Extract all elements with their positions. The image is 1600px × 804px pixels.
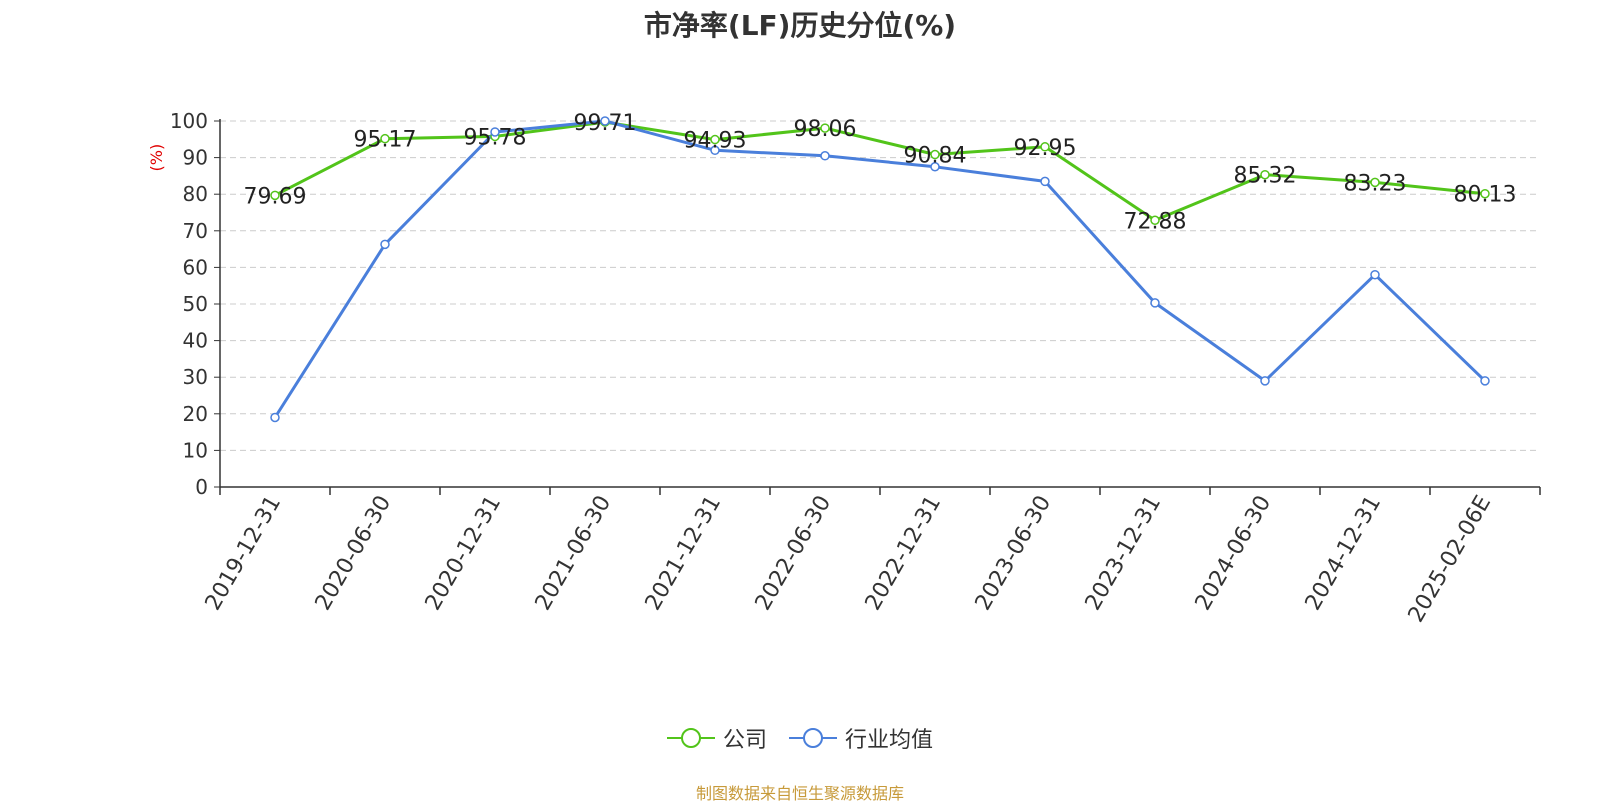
legend-item-company[interactable]: 公司 <box>666 722 767 754</box>
y-tick-label: 50 <box>183 292 208 316</box>
data-label: 80.13 <box>1454 183 1517 208</box>
y-tick-label: 20 <box>183 402 208 426</box>
data-label: 98.06 <box>794 117 857 142</box>
legend-marker-company-icon <box>666 728 715 748</box>
data-point-industry <box>710 145 720 156</box>
data-label: 83.23 <box>1344 171 1407 196</box>
y-tick-label: 40 <box>183 329 208 353</box>
legend-label-company: 公司 <box>722 728 767 753</box>
y-tick-label: 90 <box>183 146 208 170</box>
data-label: 72.88 <box>1124 209 1187 234</box>
data-point-company <box>1040 142 1050 152</box>
data-point-company <box>270 190 280 201</box>
data-point-company <box>930 149 940 160</box>
data-label: 94.93 <box>684 129 747 154</box>
series-lines <box>273 119 1487 419</box>
y-tick-label: 100 <box>170 109 208 133</box>
x-tick-label: 2020-12-31 <box>421 492 507 615</box>
legend-label-industry: 行业均值 <box>845 728 934 753</box>
data-labels: 79.69 95.17 95.78 99.71 94.93 98.06 90.84 92.95… <box>244 111 1517 234</box>
chart-title: 市净率(LF)历史分位(%) <box>643 9 957 42</box>
y-tick-label: 10 <box>183 438 208 462</box>
series-line-industry <box>273 119 1487 419</box>
x-tick-label: 2020-06-30 <box>311 492 397 615</box>
data-point-industry <box>1370 269 1380 280</box>
data-point-industry <box>1150 298 1160 308</box>
y-tick-label: 60 <box>183 255 208 279</box>
data-label: 90.84 <box>904 144 967 169</box>
y-tick-label: 0 <box>195 475 208 499</box>
y-tick-label: 80 <box>183 182 208 206</box>
grid-lines <box>220 120 1540 451</box>
legend: 公司 行业均值 <box>0 722 1600 754</box>
data-point-company <box>820 123 830 133</box>
data-point-industry <box>1260 376 1270 386</box>
data-point-company <box>1260 169 1270 180</box>
data-label: 99.71 <box>574 111 637 136</box>
data-point-company <box>1150 215 1160 226</box>
x-tick-label: 2019-12-31 <box>201 492 287 615</box>
y-tick-label: 30 <box>183 365 208 389</box>
x-tick-label: 2023-06-30 <box>971 492 1057 615</box>
data-point-company <box>1480 188 1490 199</box>
x-tick-label: 2021-06-30 <box>531 492 617 615</box>
data-point-industry <box>380 239 390 250</box>
x-tick-label: 2025-02-06E <box>1404 492 1497 627</box>
legend-marker-industry-icon <box>789 728 837 748</box>
y-tick-label: 70 <box>183 219 208 243</box>
x-tick-label: 2021-12-31 <box>641 492 727 615</box>
data-point-industry <box>600 116 610 126</box>
data-point-company <box>380 133 390 144</box>
data-point-company <box>1370 177 1380 188</box>
data-point-industry <box>1480 376 1490 386</box>
series-line-company <box>274 120 1486 222</box>
data-point-industry <box>930 162 940 172</box>
axes: 0 10 20 30 40 50 60 70 80 90 100(%) 2019-12-31 2020-… <box>147 109 1541 627</box>
x-tick-label: 2024-06-30 <box>1191 492 1277 615</box>
data-label: 79.69 <box>244 184 307 209</box>
data-point-company <box>710 134 720 145</box>
data-label: 95.78 <box>464 125 527 150</box>
x-tick-label: 2024-12-31 <box>1301 492 1387 615</box>
x-tick-label: 2022-06-30 <box>751 492 837 615</box>
y-axis-label: (%) <box>147 144 166 172</box>
x-tick-label: 2023-12-31 <box>1081 492 1167 615</box>
data-point-industry <box>1040 176 1050 187</box>
data-point-industry <box>270 412 280 423</box>
data-points <box>270 116 1490 423</box>
data-point-industry <box>490 127 500 137</box>
data-label: 85.32 <box>1234 164 1297 189</box>
data-label: 95.17 <box>354 128 417 153</box>
source-note: 制图数据来自恒生聚源数据库 <box>695 784 904 803</box>
legend-item-industry[interactable]: 行业均值 <box>789 722 933 754</box>
x-tick-label: 2022-12-31 <box>861 492 947 615</box>
data-label: 92.95 <box>1014 136 1077 161</box>
data-point-industry <box>820 151 830 161</box>
